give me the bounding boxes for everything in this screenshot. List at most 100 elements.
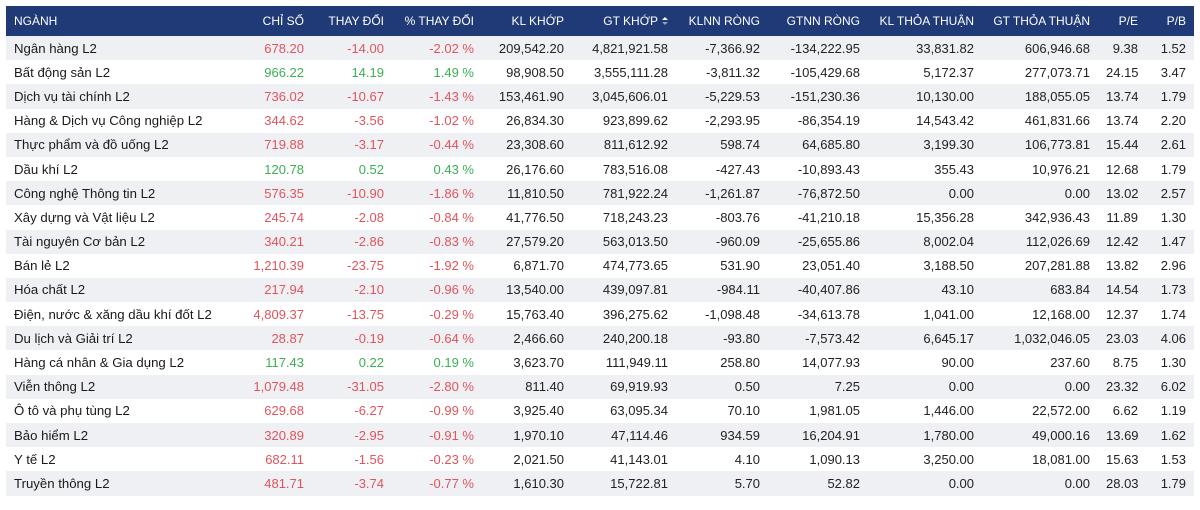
cell-sector[interactable]: Công nghệ Thông tin L2 (6, 181, 230, 206)
cell-pe: 15.63 (1098, 447, 1146, 472)
table-row[interactable]: Viễn thông L2 1,079.48 -31.05 -2.80 % 811.40… (6, 374, 1194, 399)
column-header-matched-value[interactable]: GT KHỚP (572, 6, 676, 36)
cell-sector[interactable]: Điện, nước & xăng dầu khí đốt L2 (6, 302, 230, 327)
table-row[interactable]: Y tế L2 682.11 -1.56 -0.23 % 2,021.50 41,143.… (6, 447, 1194, 472)
cell-index: 217.94 (230, 277, 312, 303)
cell-sector[interactable]: Hóa chất L2 (6, 277, 230, 303)
cell-matched-value: 41,143.01 (572, 447, 676, 472)
cell-sector[interactable]: Dầu khí L2 (6, 156, 230, 182)
table-row[interactable]: Dịch vụ tài chính L2 736.02 -10.67 -1.43 % 1… (6, 84, 1194, 109)
column-header-foreign-net-volume[interactable]: KLNN RÒNG (676, 6, 768, 36)
table-row[interactable]: Hàng cá nhân & Gia dụng L2 117.43 0.22 0.19… (6, 350, 1194, 375)
cell-index: 481.71 (230, 471, 312, 496)
column-header-deal-value[interactable]: GT THỎA THUẬN (982, 6, 1098, 36)
cell-deal-volume: 3,199.30 (868, 132, 982, 157)
cell-foreign-net-volume: 0.50 (676, 374, 768, 399)
cell-foreign-net-volume: -803.76 (676, 205, 768, 230)
cell-index: 120.78 (230, 156, 312, 182)
cell-pe: 11.89 (1098, 205, 1146, 230)
table-row[interactable]: Bán lẻ L2 1,210.39 -23.75 -1.92 % 6,871.70 47… (6, 253, 1194, 278)
cell-deal-value: 0.00 (982, 471, 1098, 496)
cell-index: 28.87 (230, 326, 312, 351)
cell-sector[interactable]: Hàng & Dịch vụ Công nghiệp L2 (6, 108, 230, 133)
cell-matched-value: 240,200.18 (572, 326, 676, 351)
table-row[interactable]: Ngân hàng L2 678.20 -14.00 -2.02 % 209,542.2… (6, 36, 1194, 61)
table-row[interactable]: Thực phẩm và đồ uống L2 719.88 -3.17 -0.44 … (6, 132, 1194, 157)
table-row[interactable]: Dầu khí L2 120.78 0.52 0.43 % 26,176.60 783,5… (6, 156, 1194, 182)
cell-deal-volume: 0.00 (868, 181, 982, 206)
table-row[interactable]: Tài nguyên Cơ bản L2 340.21 -2.86 -0.83 % 27… (6, 229, 1194, 254)
table-row[interactable]: Hóa chất L2 217.94 -2.10 -0.96 % 13,540.00 43… (6, 277, 1194, 303)
cell-sector[interactable]: Ô tô và phụ tùng L2 (6, 398, 230, 423)
cell-sector[interactable]: Dịch vụ tài chính L2 (6, 84, 230, 109)
cell-index: 736.02 (230, 84, 312, 109)
cell-deal-value: 12,168.00 (982, 302, 1098, 327)
cell-pb: 1.30 (1146, 350, 1194, 375)
cell-foreign-net-volume: -5,229.53 (676, 84, 768, 109)
cell-pct-change: 1.49 % (392, 60, 482, 85)
cell-sector[interactable]: Viễn thông L2 (6, 374, 230, 399)
cell-deal-volume: 1,446.00 (868, 398, 982, 423)
column-header-index[interactable]: CHỈ SỐ (230, 6, 312, 36)
column-header-pct-change[interactable]: % THAY ĐỔI (392, 6, 482, 36)
cell-index: 966.22 (230, 60, 312, 85)
cell-matched-value: 474,773.65 (572, 253, 676, 278)
table-row[interactable]: Công nghệ Thông tin L2 576.35 -10.90 -1.86 … (6, 181, 1194, 206)
table-row[interactable]: Truyền thông L2 481.71 -3.74 -0.77 % 1,610.3… (6, 471, 1194, 496)
cell-matched-volume: 6,871.70 (482, 253, 572, 278)
cell-pct-change: -0.99 % (392, 398, 482, 423)
cell-sector[interactable]: Y tế L2 (6, 447, 230, 472)
cell-sector[interactable]: Du lịch và Giải trí L2 (6, 326, 230, 351)
cell-deal-volume: 3,188.50 (868, 253, 982, 278)
column-header-foreign-net-value[interactable]: GTNN RÒNG (768, 6, 868, 36)
cell-pe: 13.02 (1098, 181, 1146, 206)
column-header-pb[interactable]: P/B (1146, 6, 1194, 36)
column-header-label: GT THỎA THUẬN (993, 14, 1090, 28)
table-row[interactable]: Ô tô và phụ tùng L2 629.68 -6.27 -0.99 % 3,9… (6, 398, 1194, 423)
cell-foreign-net-volume: -1,098.48 (676, 302, 768, 327)
cell-sector[interactable]: Thực phẩm và đồ uống L2 (6, 132, 230, 157)
cell-index: 682.11 (230, 447, 312, 472)
column-header-matched-volume[interactable]: KL KHỚP (482, 6, 572, 36)
cell-sector[interactable]: Hàng cá nhân & Gia dụng L2 (6, 350, 230, 375)
table-row[interactable]: Bất động sản L2 966.22 14.19 1.49 % 98,908.5… (6, 60, 1194, 85)
cell-deal-value: 606,946.68 (982, 36, 1098, 61)
cell-sector[interactable]: Tài nguyên Cơ bản L2 (6, 229, 230, 254)
cell-matched-volume: 13,540.00 (482, 277, 572, 303)
cell-sector[interactable]: Bất động sản L2 (6, 60, 230, 85)
table-row[interactable]: Bảo hiểm L2 320.89 -2.95 -0.91 % 1,970.10 47,… (6, 423, 1194, 448)
cell-change: -3.56 (312, 108, 392, 133)
table-row[interactable]: Hàng & Dịch vụ Công nghiệp L2 344.62 -3.56… (6, 108, 1194, 133)
cell-sector[interactable]: Bán lẻ L2 (6, 253, 230, 278)
cell-index: 719.88 (230, 132, 312, 157)
cell-pct-change: -0.84 % (392, 205, 482, 230)
cell-foreign-net-volume: 70.10 (676, 398, 768, 423)
cell-pct-change: -0.64 % (392, 326, 482, 351)
cell-pe: 28.03 (1098, 471, 1146, 496)
column-header-deal-volume[interactable]: KL THỎA THUẬN (868, 6, 982, 36)
column-header-sector[interactable]: NGÀNH (6, 6, 230, 36)
table-body: Ngân hàng L2 678.20 -14.00 -2.02 % 209,542.2… (6, 36, 1194, 496)
cell-change: -13.75 (312, 302, 392, 327)
table-row[interactable]: Điện, nước & xăng dầu khí đốt L2 4,809.37… (6, 302, 1194, 327)
cell-pct-change: -0.29 % (392, 302, 482, 327)
cell-sector[interactable]: Xây dựng và Vật liệu L2 (6, 205, 230, 230)
header-row: NGÀNH CHỈ SỐ THAY ĐỔI % THAY ĐỔI KL KHỚP GT K… (6, 6, 1194, 36)
column-header-change[interactable]: THAY ĐỔI (312, 6, 392, 36)
column-header-label: KL THỎA THUẬN (879, 14, 974, 28)
table-row[interactable]: Du lịch và Giải trí L2 28.87 -0.19 -0.64 % 2… (6, 326, 1194, 351)
cell-foreign-net-value: -151,230.36 (768, 84, 868, 109)
cell-change: -2.86 (312, 229, 392, 254)
column-header-pe[interactable]: P/E (1098, 6, 1146, 36)
cell-foreign-net-value: 64,685.80 (768, 132, 868, 157)
cell-pb: 2.20 (1146, 108, 1194, 133)
cell-deal-volume: 15,356.28 (868, 205, 982, 230)
cell-sector[interactable]: Truyền thông L2 (6, 471, 230, 496)
cell-change: 0.52 (312, 156, 392, 182)
sort-desc-icon[interactable] (662, 16, 668, 25)
cell-sector[interactable]: Bảo hiểm L2 (6, 423, 230, 448)
table-row[interactable]: Xây dựng và Vật liệu L2 245.74 -2.08 -0.84 … (6, 205, 1194, 230)
cell-sector[interactable]: Ngân hàng L2 (6, 36, 230, 61)
cell-pb: 3.47 (1146, 60, 1194, 85)
cell-deal-volume: 6,645.17 (868, 326, 982, 351)
